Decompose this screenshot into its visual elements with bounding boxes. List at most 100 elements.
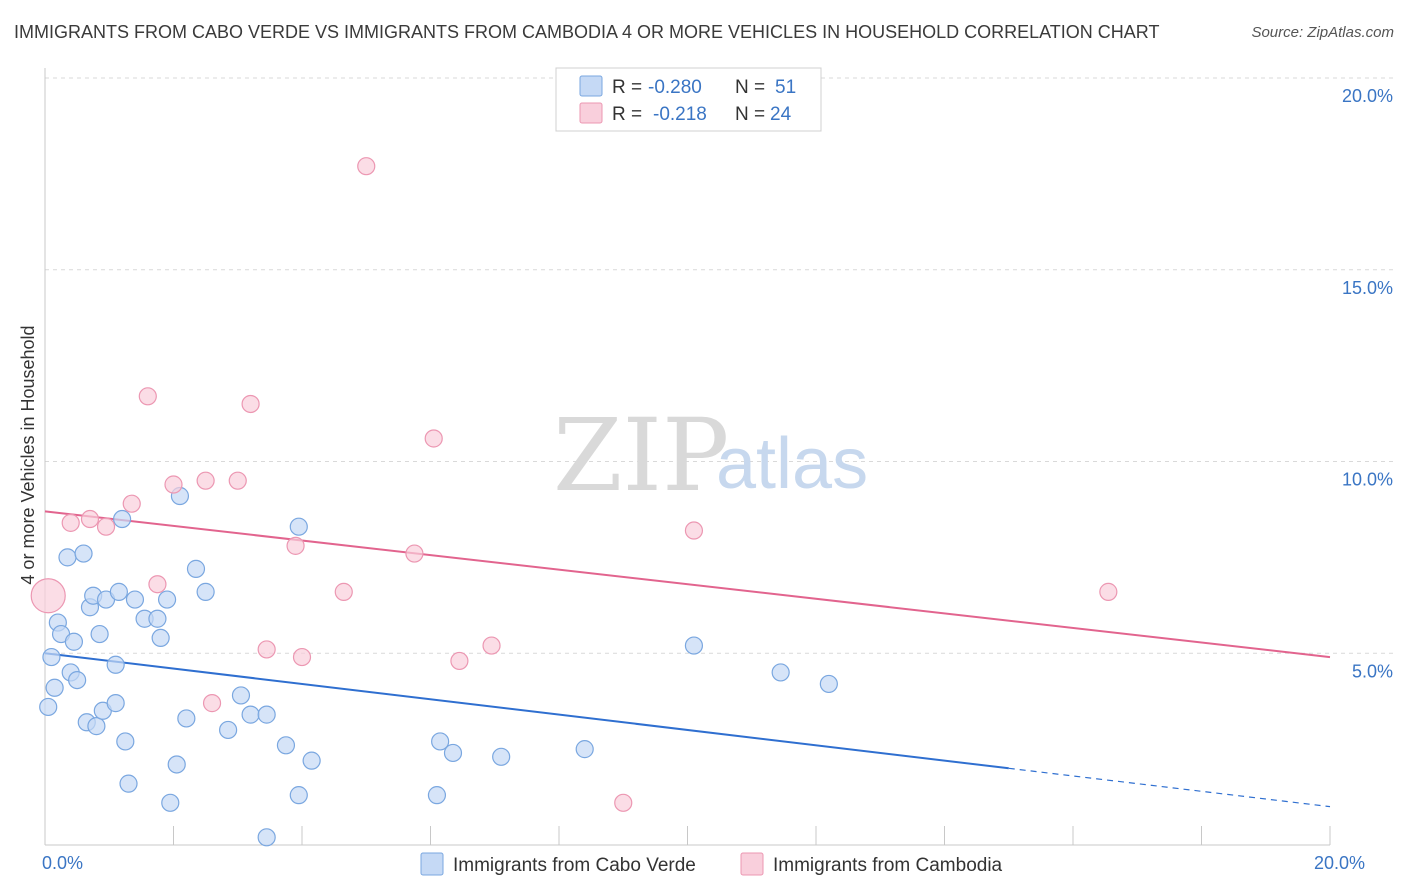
point-cabo-verde [257,828,276,847]
legend-n-label-blue: N = [735,77,765,98]
point-cabo-verde [125,590,145,609]
watermark-atlas: atlas [716,424,868,504]
bottom-legend-swatch-blue [420,852,444,876]
bottom-legend-label-pink: Immigrants from Cambodia [773,855,1003,876]
point-cabo-verde [431,732,450,751]
point-cambodia [257,640,276,659]
y-tick-label: 20.0% [1342,86,1393,106]
point-cabo-verde [443,743,463,763]
point-cabo-verde [157,590,177,609]
point-cabo-verde [276,736,296,755]
point-cabo-verde [109,582,128,601]
trend-line-cabo-verde-dashed [1008,767,1331,808]
bottom-legend-label-blue: Immigrants from Cabo Verde [453,855,696,876]
bottom-legend: Immigrants from Cabo Verde Immigrants fr… [420,852,1003,876]
chart-title: IMMIGRANTS FROM CABO VERDE VS IMMIGRANTS… [14,22,1160,42]
point-cabo-verde [74,544,93,563]
legend-r-label-pink: R = [612,104,642,125]
point-cabo-verde [148,609,167,628]
point-cabo-verde [151,628,170,648]
point-cabo-verde [289,517,308,536]
point-cabo-verde [771,663,790,682]
point-cabo-verde [87,717,106,736]
point-cambodia [61,513,80,532]
x-tick-label: 20.0% [1314,853,1365,873]
point-cambodia [334,582,353,601]
legend-r-value-pink: -0.218 [653,104,707,125]
legend-n-label-pink: N = [735,104,765,125]
point-cabo-verde [241,705,260,724]
point-cambodia [482,636,501,655]
point-cambodia [614,793,633,812]
point-cabo-verde [119,774,138,793]
point-cambodia [684,521,704,540]
legend-n-value-blue: 51 [775,77,796,98]
point-cabo-verde [196,582,215,601]
legend-swatch-pink [579,102,603,124]
point-cambodia [228,471,247,490]
point-cabo-verde [161,793,180,812]
legend-box: R = -0.280 N = 51 R = -0.218 N = 24 [555,67,822,132]
point-cabo-verde [106,655,125,674]
point-cambodia [405,544,424,563]
point-cabo-verde [39,697,58,717]
tick-labels: 5.0% 10.0% 15.0% 20.0% 0.0% 20.0% [42,86,1393,873]
point-cambodia [241,394,260,414]
point-cambodia [424,429,443,448]
point-cabo-verde [167,755,186,774]
point-cambodia [138,387,157,406]
point-cabo-verde [116,732,135,751]
data-points [30,157,1118,847]
legend-swatch-blue [579,75,603,97]
point-cabo-verde [64,632,84,651]
point-cambodia [30,578,66,614]
legend-n-value-pink: 24 [770,104,792,125]
point-cambodia [292,647,312,667]
watermark-zip: ZIP [553,397,729,514]
bottom-legend-swatch-pink [740,852,764,876]
point-cambodia [202,694,222,713]
trend-line-cambodia [44,510,1331,659]
point-cabo-verde [186,559,206,578]
trend-line-cabo-verde [44,652,1009,770]
point-cambodia [148,575,167,594]
point-cambodia [286,536,305,555]
legend-r-label-blue: R = [612,77,642,98]
point-cabo-verde [177,709,196,728]
point-cabo-verde [819,674,838,694]
point-cambodia [122,494,141,513]
y-axis-title: 4 or more Vehicles in Household [18,325,38,584]
legend-r-value-blue: -0.280 [648,77,702,98]
y-tick-label: 5.0% [1352,661,1393,681]
point-cabo-verde [45,678,64,697]
point-cabo-verde [42,647,61,667]
point-cabo-verde [219,720,238,740]
point-cambodia [196,471,215,490]
point-cabo-verde [90,624,109,644]
point-cabo-verde [231,686,251,705]
point-cambodia [80,509,100,529]
y-tick-label: 15.0% [1342,278,1393,298]
point-cabo-verde [289,786,308,805]
point-cabo-verde [575,740,594,759]
gridlines [45,77,1395,654]
point-cambodia [450,651,469,671]
axes [44,68,1331,846]
trend-lines [44,510,1331,808]
point-cabo-verde [112,509,132,529]
point-cabo-verde [58,548,77,567]
point-cabo-verde [302,751,321,770]
x-tick-label: 0.0% [42,853,83,873]
point-cambodia [164,475,183,494]
point-cabo-verde [684,636,704,655]
point-cabo-verde [492,747,511,766]
point-cambodia [96,517,116,536]
point-cabo-verde [68,670,87,690]
source-label: Source: ZipAtlas.com [1251,24,1394,41]
point-cabo-verde [257,705,276,724]
point-cambodia [357,157,376,176]
watermark: ZIP atlas [553,397,868,514]
point-cabo-verde [106,694,125,713]
y-tick-label: 10.0% [1342,470,1393,490]
